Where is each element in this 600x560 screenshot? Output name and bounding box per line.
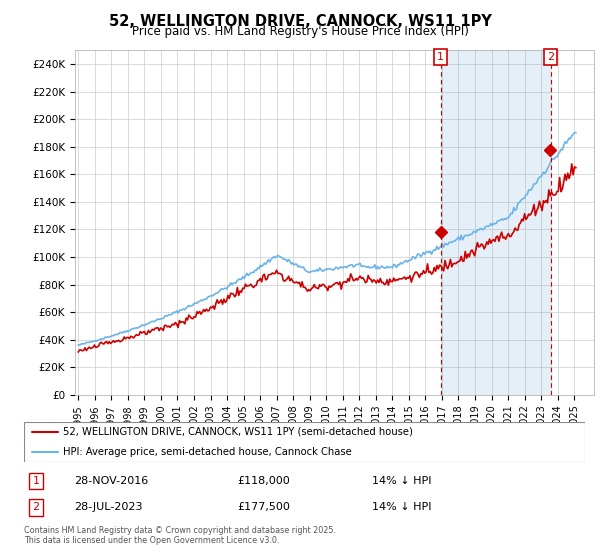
Text: £177,500: £177,500 [237,502,290,512]
Text: Contains HM Land Registry data © Crown copyright and database right 2025.
This d: Contains HM Land Registry data © Crown c… [24,526,336,545]
Text: 52, WELLINGTON DRIVE, CANNOCK, WS11 1PY: 52, WELLINGTON DRIVE, CANNOCK, WS11 1PY [109,14,491,29]
Text: HPI: Average price, semi-detached house, Cannock Chase: HPI: Average price, semi-detached house,… [63,447,352,457]
Text: 14% ↓ HPI: 14% ↓ HPI [372,502,431,512]
Text: 2: 2 [547,52,554,62]
Text: 28-NOV-2016: 28-NOV-2016 [74,476,149,486]
Text: 52, WELLINGTON DRIVE, CANNOCK, WS11 1PY (semi-detached house): 52, WELLINGTON DRIVE, CANNOCK, WS11 1PY … [63,427,413,437]
Text: 1: 1 [437,52,444,62]
Text: 28-JUL-2023: 28-JUL-2023 [74,502,143,512]
Bar [440,50,551,395]
Text: £118,000: £118,000 [237,476,290,486]
Text: 14% ↓ HPI: 14% ↓ HPI [372,476,431,486]
Text: 1: 1 [32,476,40,486]
Text: Price paid vs. HM Land Registry's House Price Index (HPI): Price paid vs. HM Land Registry's House … [131,25,469,38]
Text: 2: 2 [32,502,40,512]
